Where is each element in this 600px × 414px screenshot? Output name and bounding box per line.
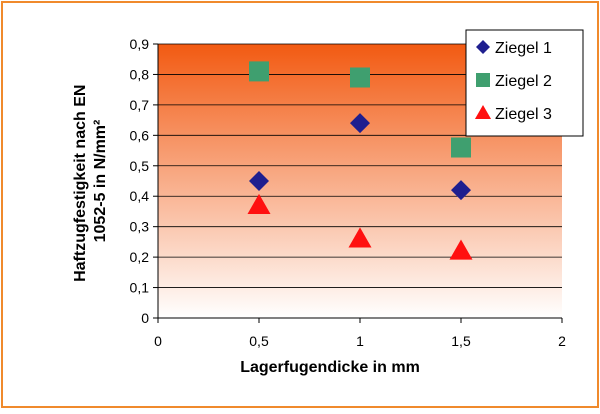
data-point-triangle xyxy=(449,239,473,260)
x-tick-label: 2 xyxy=(558,333,566,349)
y-tick-label: 0,5 xyxy=(130,158,150,174)
y-tick-label: 0,1 xyxy=(130,280,150,296)
data-point-diamond xyxy=(451,180,471,201)
data-point-triangle xyxy=(348,227,372,248)
y-axis-label-line-1: Haftzugfestigkeit nach EN xyxy=(72,85,89,282)
x-tick-label: 0 xyxy=(154,333,162,349)
data-point-square xyxy=(350,67,370,88)
y-tick-label: 0,8 xyxy=(130,66,150,82)
data-point-square xyxy=(451,137,471,158)
y-tick-label: 0,9 xyxy=(130,36,150,52)
y-tick-label: 0,2 xyxy=(130,249,150,265)
x-tick-label: 1,5 xyxy=(451,333,471,349)
x-axis-label: Lagerfugendicke in mm xyxy=(240,359,420,376)
data-point-diamond xyxy=(350,113,370,134)
y-axis-ticks: 0 0,1 0,2 0,3 0,4 0,5 0,6 0,7 0,8 0,9 xyxy=(130,36,158,326)
x-tick-label: 0,5 xyxy=(249,333,269,349)
x-axis-ticks: 0 0,5 1 1,5 2 xyxy=(154,318,566,349)
y-tick-label: 0,4 xyxy=(130,188,150,204)
x-tick-label: 1 xyxy=(356,333,364,349)
legend-marker-diamond xyxy=(476,40,490,54)
data-point-triangle xyxy=(247,193,271,214)
data-point-diamond xyxy=(249,171,269,191)
legend: Ziegel 1 Ziegel 2 Ziegel 3 xyxy=(465,29,584,137)
y-axis-label: Haftzugfestigkeit nach EN 1052-5 in N/mm… xyxy=(72,80,109,282)
y-tick-label: 0,7 xyxy=(130,97,150,113)
y-tick-label: 0,3 xyxy=(130,219,150,235)
legend-marker-triangle xyxy=(474,104,492,120)
y-tick-label: 0,6 xyxy=(130,127,150,143)
legend-label: Ziegel 2 xyxy=(495,73,552,90)
data-points xyxy=(247,61,473,260)
legend-label: Ziegel 1 xyxy=(495,40,552,57)
y-tick-label: 0 xyxy=(141,310,149,326)
legend-marker-square xyxy=(476,73,490,87)
y-axis-label-line-2: 1052-5 in N/mm² xyxy=(92,120,109,243)
legend-label: Ziegel 3 xyxy=(495,106,552,123)
data-point-square xyxy=(249,61,269,82)
